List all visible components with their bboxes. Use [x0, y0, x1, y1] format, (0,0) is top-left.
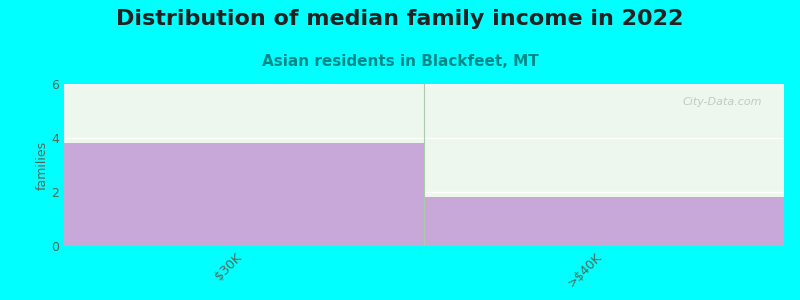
Bar: [64, 143, 424, 246]
Bar: [424, 197, 784, 246]
Text: City-Data.com: City-Data.com: [683, 97, 762, 107]
Text: Distribution of median family income in 2022: Distribution of median family income in …: [116, 9, 684, 29]
Y-axis label: families: families: [35, 140, 48, 190]
Text: Asian residents in Blackfeet, MT: Asian residents in Blackfeet, MT: [262, 54, 538, 69]
